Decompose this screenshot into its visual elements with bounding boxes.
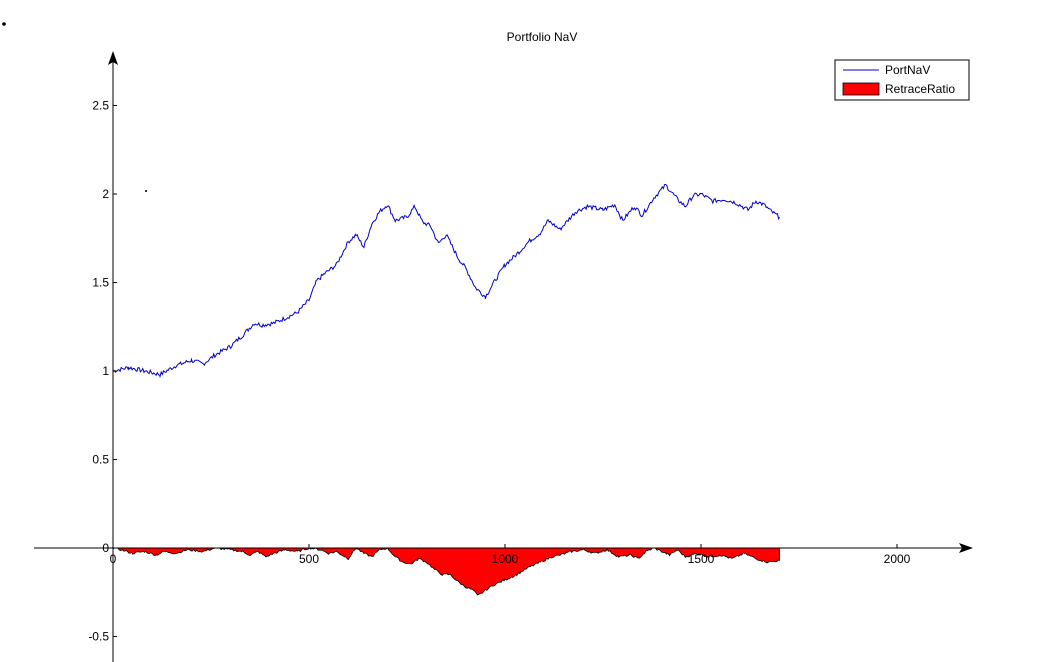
y-axis-arrow [108,51,118,65]
x-tick-label: 1000 [492,552,519,566]
y-tick-label: 1 [102,364,109,378]
annotations [2,22,148,193]
x-tick-label: 2000 [884,552,911,566]
tick-labels: -0.5 0 0.5 1 1.5 2 2.5 0 500 1000 1500 2000 [88,99,910,644]
x-axis-arrow [959,543,973,553]
annotation-dot [144,189,148,193]
y-tick-label: 1.5 [92,276,109,290]
portnav-line-layer [112,183,780,379]
legend: PortNaV RetraceRatio [834,59,970,101]
portnav-line [112,183,780,379]
x-tick-label: 0 [110,552,117,566]
x-tick-label: 500 [299,552,319,566]
legend-swatch-retraceratio [842,82,880,96]
legend-label: PortNaV [885,63,930,77]
y-tick-label: 0.5 [92,453,109,467]
y-tick-label: 2 [102,187,109,201]
y-tick-label: 2.5 [92,99,109,113]
legend-label: RetraceRatio [885,82,955,96]
y-tick-label: 0 [102,541,109,555]
chart-title: Portfolio NaV [507,30,578,44]
y-tick-label: -0.5 [88,630,109,644]
annotation-dot [2,22,6,26]
x-tick-label: 1500 [688,552,715,566]
axes [34,51,973,662]
